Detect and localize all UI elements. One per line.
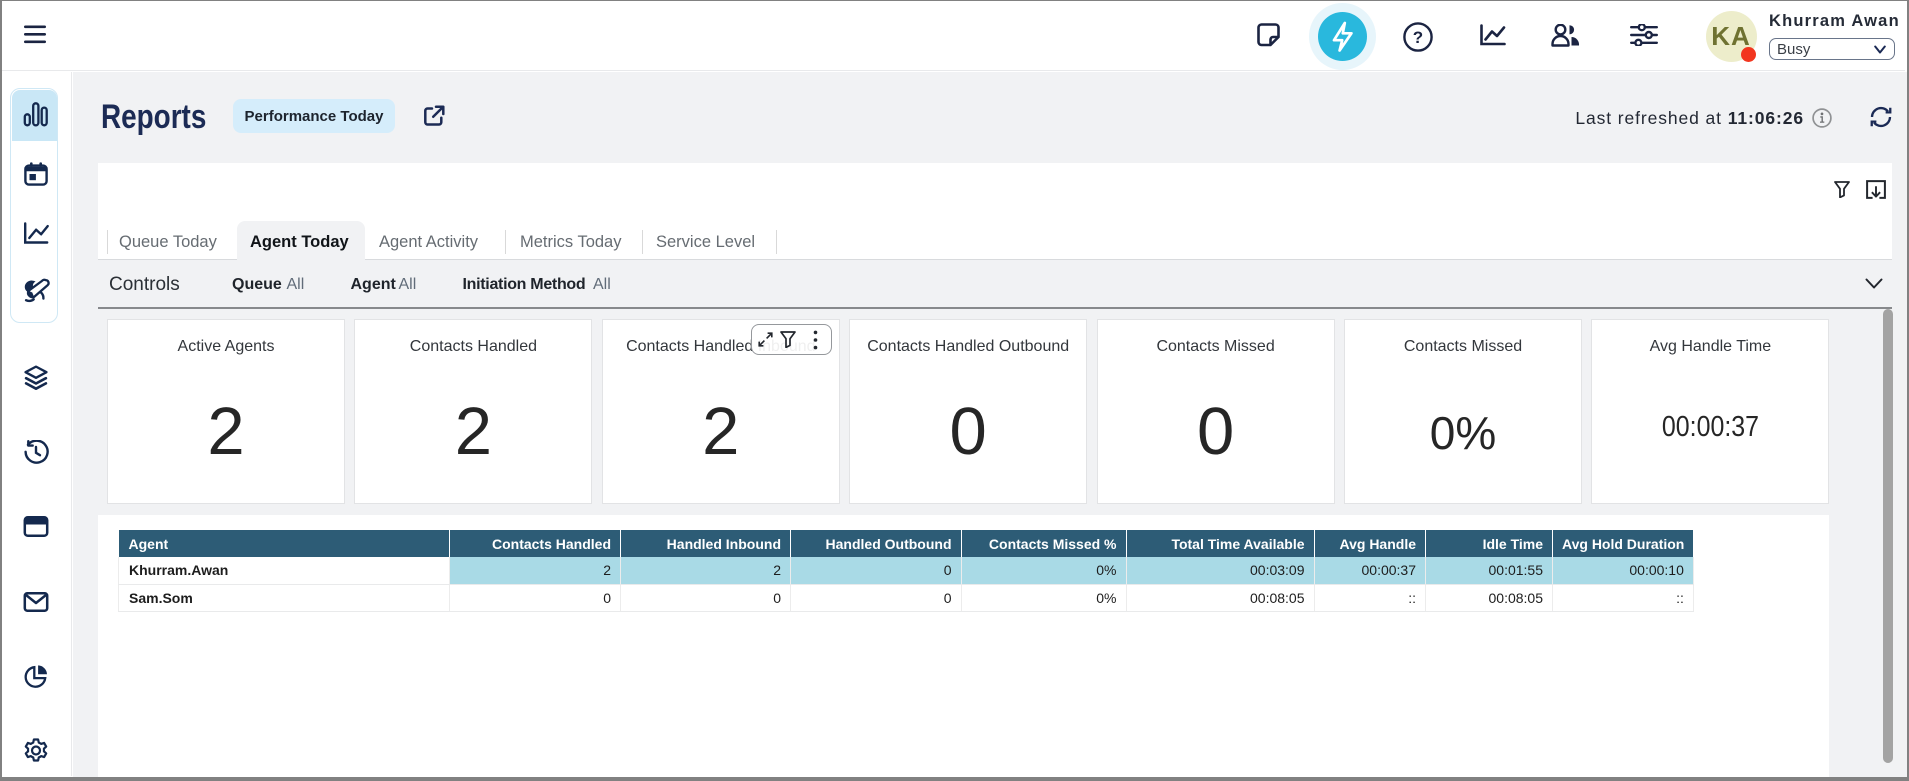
svg-text:?: ? <box>1413 28 1423 47</box>
